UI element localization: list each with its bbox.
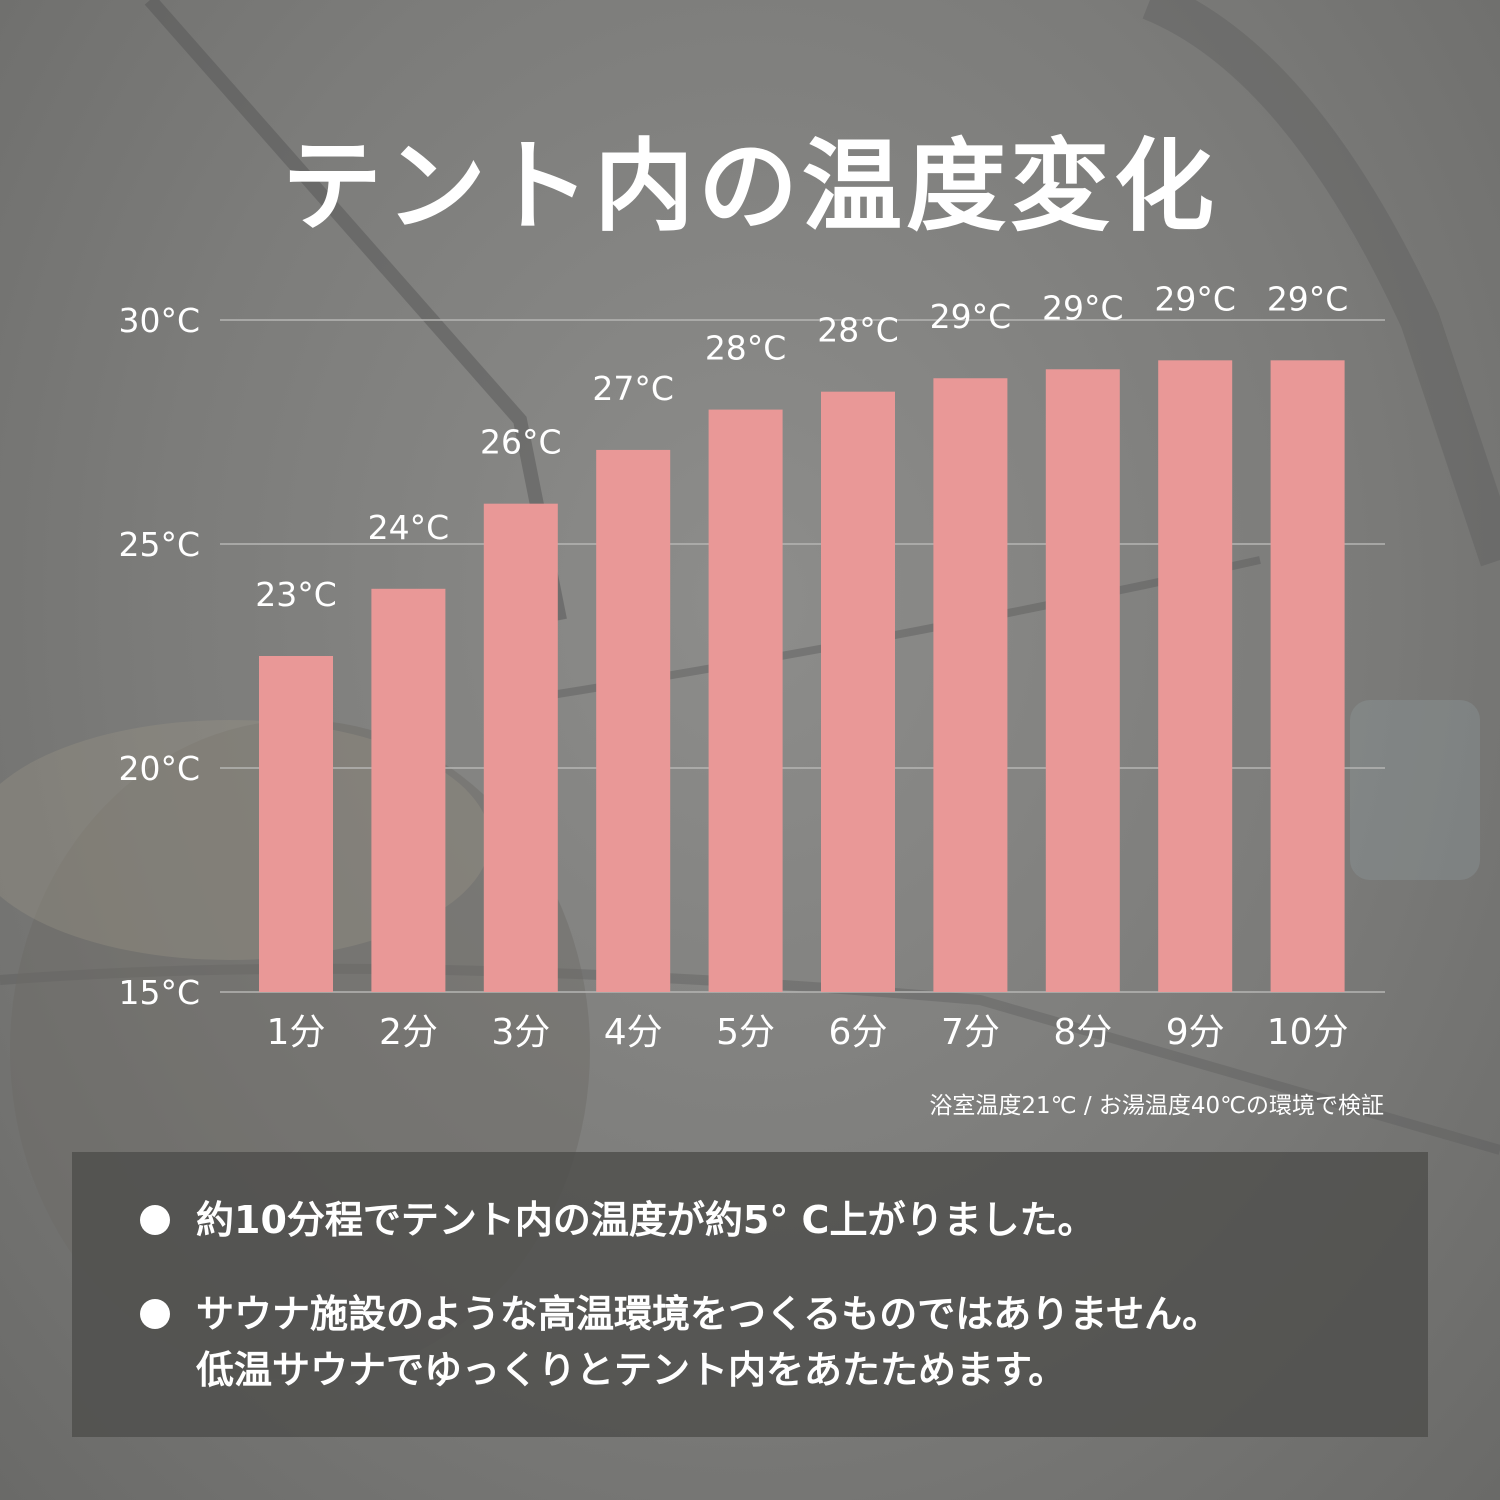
data-label: 23°C xyxy=(255,575,337,614)
bar xyxy=(708,409,783,993)
x-tick-label: 10分 xyxy=(1267,1012,1349,1053)
y-tick-label: 15°C xyxy=(118,973,200,1012)
bullet-line: サウナ施設のような高温環境をつくるものではありません。 xyxy=(196,1292,1221,1336)
data-label: 29°C xyxy=(1042,288,1124,327)
bullet-text-1: 約10分程でテント内の温度が約5° C上がりました。 xyxy=(196,1192,1095,1248)
x-tick-label: 4分 xyxy=(604,1012,663,1053)
bar xyxy=(1270,360,1345,992)
data-label: 29°C xyxy=(930,297,1012,336)
page-title: テント内の温度変化 xyxy=(282,128,1218,245)
bullet-line: 約10分程でテント内の温度が約5° C上がりました。 xyxy=(196,1198,1096,1242)
x-tick-label: 1分 xyxy=(267,1012,326,1053)
x-tick-label: 6分 xyxy=(829,1012,888,1053)
y-tick-label: 20°C xyxy=(118,749,200,788)
bar xyxy=(259,656,333,992)
y-tick-label: 30°C xyxy=(118,301,200,340)
data-label: 27°C xyxy=(592,369,674,408)
x-tick-label: 8分 xyxy=(1053,1012,1112,1053)
bar xyxy=(1045,369,1120,992)
bullet-dot-icon xyxy=(140,1205,170,1235)
bar xyxy=(483,503,558,992)
bar xyxy=(371,588,446,992)
bullet-dot-icon xyxy=(140,1299,170,1329)
bar xyxy=(596,449,671,992)
bullet-line: 低温サウナでゆっくりとテント内をあたためます。 xyxy=(196,1348,1067,1392)
bar xyxy=(1158,360,1233,992)
bar xyxy=(821,391,895,992)
bar xyxy=(933,378,1008,992)
x-tick-label: 2分 xyxy=(379,1012,438,1053)
test-condition-note: 浴室温度21℃ / お湯温度40℃の環境で検証 xyxy=(929,1093,1384,1119)
y-tick-label: 25°C xyxy=(118,525,200,564)
x-tick-label: 5分 xyxy=(716,1012,775,1053)
data-label: 29°C xyxy=(1154,279,1236,318)
info-panel: 約10分程でテント内の温度が約5° C上がりました。 サウナ施設のような高温環境… xyxy=(72,1152,1428,1437)
bar-layer xyxy=(259,360,1345,993)
data-label: 28°C xyxy=(817,311,899,350)
x-tick-label: 7分 xyxy=(941,1012,1000,1053)
data-label: 28°C xyxy=(705,329,787,368)
label-layer: 23°C 1分 24°C 2分 26°C 3分 27°C 4分 28°C 5分 28°C 6分 29°C… xyxy=(255,279,1348,1053)
bullet-text-2: サウナ施設のような高温環境をつくるものではありません。 低温サウナでゆっくりとテ… xyxy=(196,1286,1220,1398)
data-label: 26°C xyxy=(480,423,562,462)
x-tick-label: 9分 xyxy=(1166,1012,1225,1053)
x-tick-label: 3分 xyxy=(491,1012,550,1053)
data-label: 29°C xyxy=(1267,279,1349,318)
data-label: 24°C xyxy=(368,508,450,547)
